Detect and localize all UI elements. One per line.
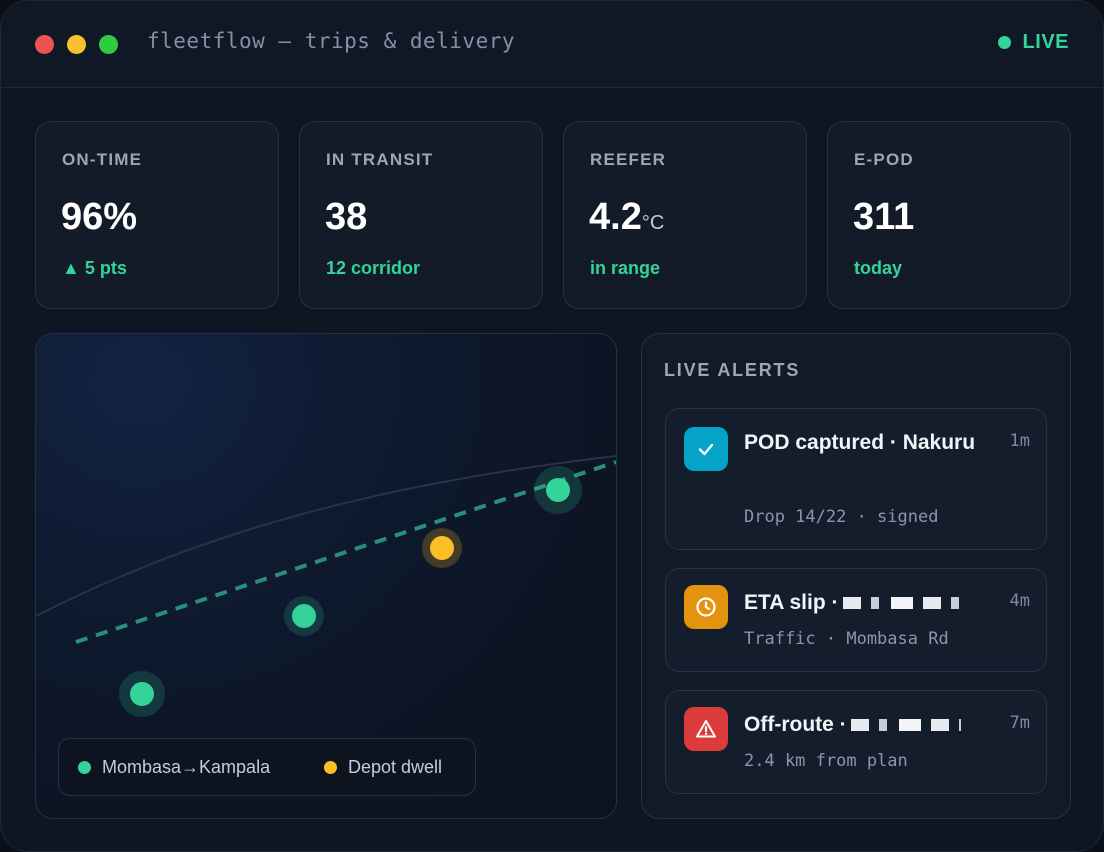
- kpi-sub: ▲ 5 pts: [62, 258, 127, 278]
- window-title: fleetflow — trips & delivery: [147, 29, 516, 53]
- kpi-value: 38: [325, 196, 368, 238]
- alert-item[interactable]: POD captured · Nakuru Drop 14/22 · signe…: [665, 408, 1047, 550]
- kpi-sub: today: [854, 258, 903, 278]
- minimize-window-button[interactable]: [67, 35, 86, 54]
- route-line: [75, 460, 616, 644]
- kpi-label: ON-TIME: [62, 150, 143, 169]
- alert-title: Off-route ·: [744, 707, 994, 743]
- map-canvas: [36, 455, 616, 717]
- kpi-sub: in range: [590, 258, 661, 278]
- alert-title: ETA slip ·: [744, 585, 994, 621]
- kpi-card-on-time[interactable]: ON-TIME 96% ▲ 5 pts: [35, 121, 279, 309]
- alert-item[interactable]: ETA slip · Traffic · Mombasa Rd 4m: [665, 568, 1047, 672]
- clock-icon: [684, 585, 728, 629]
- legend-label-depot: Depot dwell: [348, 757, 443, 777]
- alert-time: 1m: [1009, 431, 1030, 451]
- kpi-sub: 12 corridor: [326, 258, 421, 278]
- kpi-card-e-pod[interactable]: E-POD 311 today: [827, 121, 1071, 309]
- alert-sub: Drop 14/22 · signed: [744, 507, 939, 527]
- legend-label-route: Mombasa→Kampala: [102, 757, 271, 777]
- close-window-button[interactable]: [35, 35, 54, 54]
- live-dot-icon: [997, 36, 1011, 49]
- depot-dwell-marker[interactable]: [422, 528, 462, 568]
- redacted-text: [850, 719, 961, 732]
- alert-time: 7m: [1009, 713, 1030, 733]
- warning-icon: [684, 707, 728, 751]
- map-legend: Mombasa→Kampala Depot dwell: [58, 738, 476, 796]
- kpi-unit: °C: [641, 212, 665, 234]
- maximize-window-button[interactable]: [99, 35, 118, 54]
- redacted-text: [842, 597, 963, 610]
- stop-marker-1[interactable]: [119, 671, 165, 717]
- kpi-card-in-transit[interactable]: IN TRANSIT 38 12 corridor: [299, 121, 543, 309]
- check-icon: [684, 427, 728, 471]
- title-bar: fleetflow — trips & delivery LIVE: [1, 1, 1103, 88]
- kpi-label: E-POD: [854, 150, 914, 169]
- live-indicator: LIVE: [997, 31, 1069, 54]
- kpi-value: 311: [853, 196, 915, 238]
- alert-sub: Traffic · Mombasa Rd: [744, 629, 949, 649]
- live-status: LIVE: [1022, 31, 1069, 53]
- kpi-card-reefer[interactable]: REEFER 4.2°C in range: [563, 121, 807, 309]
- kpi-label: IN TRANSIT: [326, 150, 434, 169]
- live-alerts-panel: LIVE ALERTS POD captured · Nakuru Drop 1…: [641, 333, 1071, 819]
- road-line: [36, 455, 616, 617]
- alerts-title: LIVE ALERTS: [664, 360, 801, 380]
- legend-dot-route: [78, 761, 91, 774]
- alert-time: 4m: [1009, 591, 1030, 611]
- alert-title: POD captured · Nakuru: [744, 431, 976, 454]
- alert-sub: 2.4 km from plan: [744, 751, 908, 771]
- route-map[interactable]: Mombasa→Kampala Depot dwell: [35, 333, 617, 819]
- stop-marker-3[interactable]: [534, 466, 582, 514]
- kpi-value: 96%: [61, 196, 138, 238]
- legend-dot-depot: [324, 761, 337, 774]
- kpi-label: REEFER: [590, 150, 667, 169]
- alert-item[interactable]: Off-route · 2.4 km from plan 7m: [665, 690, 1047, 794]
- stop-marker-2[interactable]: [284, 596, 324, 636]
- kpi-value: 4.2°C: [589, 196, 665, 238]
